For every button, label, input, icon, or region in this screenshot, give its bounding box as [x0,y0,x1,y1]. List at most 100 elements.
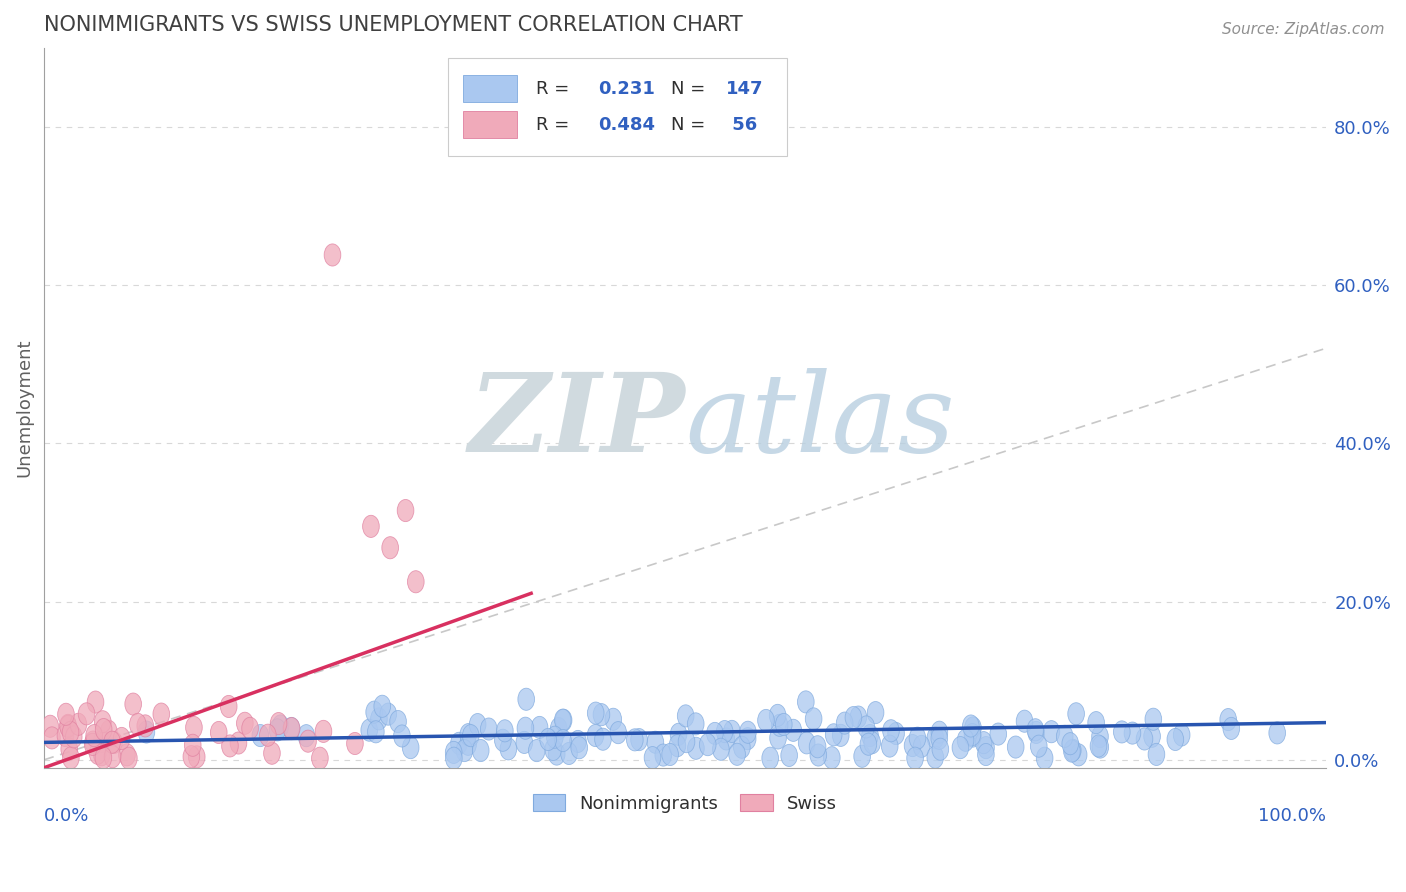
Ellipse shape [810,736,825,758]
Ellipse shape [671,723,688,746]
Ellipse shape [273,714,288,737]
Ellipse shape [547,726,564,748]
Ellipse shape [976,731,993,754]
Text: 100.0%: 100.0% [1258,807,1326,825]
Ellipse shape [1031,735,1047,757]
Ellipse shape [516,731,533,754]
Ellipse shape [758,709,775,731]
Ellipse shape [605,708,621,731]
Ellipse shape [910,727,925,749]
Y-axis label: Unemployment: Unemployment [15,338,32,477]
Ellipse shape [965,723,981,746]
Ellipse shape [1223,717,1240,739]
Ellipse shape [825,723,842,746]
Ellipse shape [481,718,498,740]
Ellipse shape [188,746,205,768]
Text: R =: R = [536,116,575,134]
Ellipse shape [380,703,396,725]
Ellipse shape [59,715,76,738]
Ellipse shape [863,731,880,754]
Ellipse shape [965,725,981,747]
Ellipse shape [1167,729,1184,750]
Ellipse shape [44,727,60,749]
Ellipse shape [965,717,981,739]
Ellipse shape [222,735,238,757]
Ellipse shape [325,244,340,266]
Ellipse shape [610,722,627,744]
Ellipse shape [669,735,686,756]
Ellipse shape [561,742,578,764]
Ellipse shape [716,721,733,743]
Ellipse shape [734,736,751,758]
Ellipse shape [60,738,77,760]
Ellipse shape [952,737,969,759]
Ellipse shape [270,713,287,735]
Ellipse shape [1144,708,1161,731]
Ellipse shape [678,731,695,753]
Ellipse shape [94,711,111,733]
Ellipse shape [62,747,79,769]
Ellipse shape [100,721,117,742]
FancyBboxPatch shape [463,75,517,103]
Ellipse shape [312,747,328,769]
Ellipse shape [927,727,943,749]
FancyBboxPatch shape [463,111,517,138]
Ellipse shape [501,738,516,760]
Ellipse shape [627,729,643,751]
Ellipse shape [183,746,200,768]
Ellipse shape [1268,722,1285,744]
Ellipse shape [260,724,276,747]
Ellipse shape [470,714,486,736]
Ellipse shape [540,729,557,750]
Ellipse shape [84,733,101,756]
Legend: Nonimmigrants, Swiss: Nonimmigrants, Swiss [526,787,845,820]
Text: Source: ZipAtlas.com: Source: ZipAtlas.com [1222,22,1385,37]
Ellipse shape [1062,732,1078,755]
Ellipse shape [366,701,382,723]
Ellipse shape [269,719,285,741]
Ellipse shape [104,731,121,753]
Ellipse shape [298,724,315,747]
Ellipse shape [96,718,112,740]
Ellipse shape [496,720,513,742]
Ellipse shape [104,746,121,768]
Ellipse shape [96,747,111,769]
Ellipse shape [186,716,202,739]
Ellipse shape [529,739,546,762]
Ellipse shape [595,728,612,750]
Text: R =: R = [536,79,575,98]
Ellipse shape [554,709,571,731]
Ellipse shape [914,735,929,757]
Ellipse shape [832,724,849,747]
Ellipse shape [678,705,695,727]
Ellipse shape [882,735,898,757]
Ellipse shape [1026,719,1043,741]
Text: 147: 147 [725,79,763,98]
Ellipse shape [105,731,122,754]
Ellipse shape [263,742,280,764]
Ellipse shape [799,731,815,754]
Ellipse shape [58,703,75,725]
Ellipse shape [58,724,73,747]
Ellipse shape [963,714,979,737]
Ellipse shape [242,717,259,739]
Ellipse shape [1043,721,1060,743]
Ellipse shape [93,731,110,753]
Ellipse shape [283,717,299,739]
Text: 0.484: 0.484 [598,116,655,134]
Ellipse shape [66,726,82,748]
Ellipse shape [776,714,792,736]
Ellipse shape [211,722,228,744]
Ellipse shape [79,703,94,725]
Ellipse shape [858,716,875,738]
Text: NONIMMIGRANTS VS SWISS UNEMPLOYMENT CORRELATION CHART: NONIMMIGRANTS VS SWISS UNEMPLOYMENT CORR… [44,15,742,35]
Ellipse shape [1028,722,1045,744]
Ellipse shape [1017,710,1033,732]
Ellipse shape [231,732,247,754]
Ellipse shape [153,703,170,725]
Ellipse shape [544,739,561,761]
Ellipse shape [571,737,588,759]
Ellipse shape [806,708,823,730]
Ellipse shape [252,724,269,747]
Ellipse shape [824,747,841,769]
